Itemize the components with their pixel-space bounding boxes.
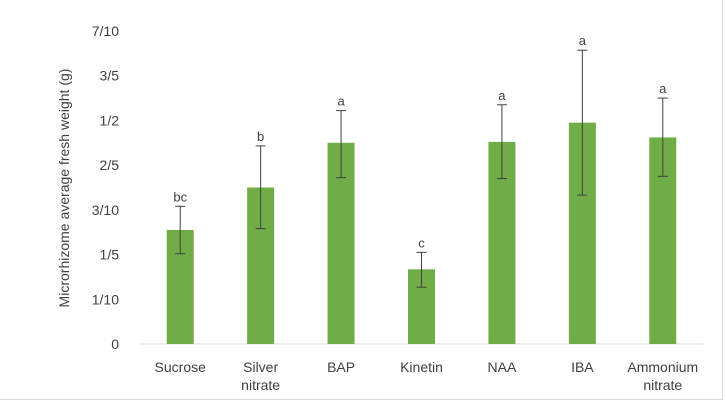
category-label: Ammonium nitrate [627,359,698,393]
y-axis-title: Microrhizome average fresh weight (g) [56,69,72,308]
y-tick-labels: 0 1/10 1/5 3/10 2/5 1/2 3/5 7/10 [92,23,119,352]
y-tick-label: 1/2 [100,112,120,128]
y-tick-label: 7/10 [92,23,119,39]
significance-label: a [498,88,506,103]
significance-label: a [337,94,345,109]
significance-label: c [418,235,425,250]
significance-label: b [257,129,264,144]
error-bars [175,49,668,288]
significance-label: a [579,33,587,48]
y-tick-label: 0 [111,336,119,352]
significance-label: a [659,81,667,96]
error-bar [175,205,186,255]
y-tick-label: 2/5 [100,157,120,173]
category-label: Silver nitrate [241,359,280,393]
category-label: Kinetin [400,359,443,375]
significance-label: bc [173,189,187,204]
error-bar [336,110,347,179]
category-label: Sucrose [155,359,207,375]
y-tick-label: 1/5 [100,247,120,263]
error-bar [657,97,668,177]
y-tick-label: 3/5 [100,68,120,84]
error-bar [416,251,427,288]
category-label: BAP [327,359,355,375]
category-label: IBA [571,359,594,375]
significance-labels: bc b a c a a a [173,33,667,250]
category-labels: Sucrose Silver nitrate BAP Kinetin NAA IBA Ammo… [155,359,699,393]
error-bar [496,104,507,180]
error-bar [577,49,588,196]
y-tick-label: 3/10 [92,202,119,218]
y-tick-label: 1/10 [92,291,119,307]
error-bar [255,145,266,230]
bars [166,122,677,345]
category-label: NAA [488,359,517,375]
